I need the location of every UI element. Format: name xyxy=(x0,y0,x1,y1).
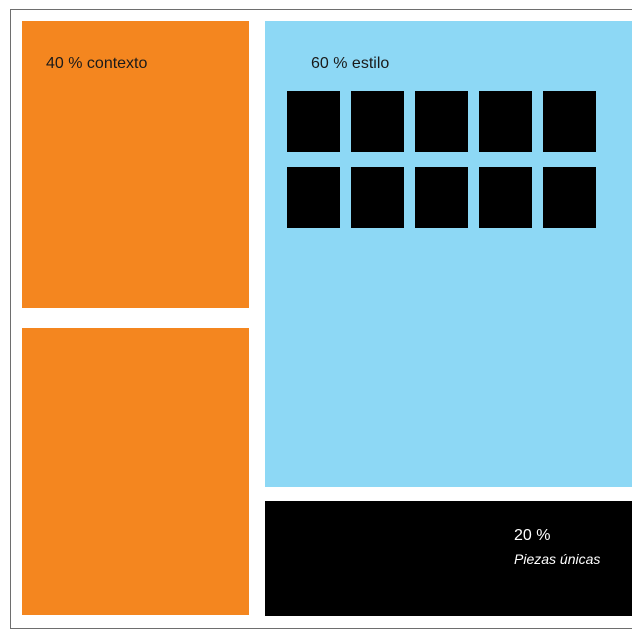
unique-pieces-percent: 20 % xyxy=(514,527,551,544)
context-label: 40 % contexto xyxy=(46,55,148,72)
style-square xyxy=(351,91,404,152)
style-square xyxy=(543,167,596,228)
unique-pieces-block xyxy=(265,501,632,616)
style-square xyxy=(479,91,532,152)
context-block-top xyxy=(22,21,249,308)
style-square xyxy=(287,167,340,228)
style-square xyxy=(415,91,468,152)
style-label: 60 % estilo xyxy=(311,55,390,72)
context-block-bottom xyxy=(22,328,249,615)
style-square xyxy=(543,91,596,152)
style-square xyxy=(479,167,532,228)
style-square xyxy=(351,167,404,228)
style-square xyxy=(287,91,340,152)
style-square xyxy=(415,167,468,228)
unique-pieces-label: Piezas únicas xyxy=(514,551,601,567)
diagram-frame xyxy=(10,9,632,629)
